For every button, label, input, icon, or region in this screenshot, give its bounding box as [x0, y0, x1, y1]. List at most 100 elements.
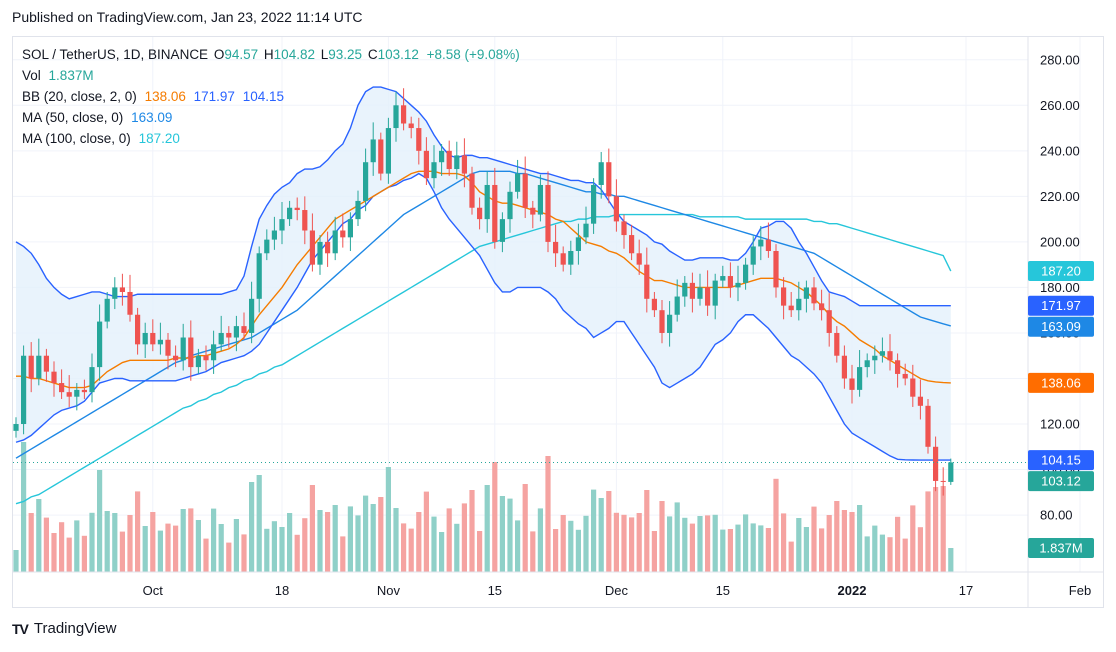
candle-body [249, 298, 255, 333]
bb-lower-value: 104.15 [242, 89, 284, 104]
volume-bar [203, 538, 209, 572]
candle-body [720, 276, 726, 281]
ma50-line [15, 170, 951, 459]
ma100-line [15, 213, 952, 505]
volume-bar [97, 470, 103, 572]
candle [347, 212, 353, 251]
candle-body [74, 389, 80, 397]
candle [598, 151, 604, 199]
volume-bar [743, 514, 749, 572]
candle [948, 458, 954, 485]
y-tick-label: 280.00 [1040, 52, 1080, 67]
legend-bb-row[interactable]: BB (20, close, 2, 0) 138.06 171.97 104.1… [22, 86, 520, 107]
volume-bar [682, 517, 688, 572]
volume-bar [51, 533, 57, 572]
candle [271, 216, 277, 250]
candle-body [743, 264, 749, 283]
symbol-label[interactable]: SOL / TetherUS, 1D, BINANCE [22, 47, 209, 62]
volume-bar [537, 508, 543, 572]
volume-bar [195, 520, 201, 572]
legend-ma50-row[interactable]: MA (50, close, 0) 163.09 [22, 107, 520, 128]
candle [393, 91, 399, 142]
candle [370, 122, 376, 176]
candle [720, 265, 726, 288]
candle [135, 307, 141, 355]
candle-body [834, 332, 840, 356]
candle-body [81, 389, 87, 393]
candle [36, 338, 42, 386]
candle-body [469, 173, 475, 208]
x-tick-label: 18 [275, 583, 289, 598]
candle [13, 417, 19, 438]
candle-body [13, 424, 19, 431]
volume-bar [606, 491, 612, 572]
volume-bar [910, 505, 916, 572]
candle-body [309, 230, 315, 265]
candle [469, 166, 475, 215]
candle-body [446, 150, 452, 170]
volume-bar [74, 520, 80, 572]
brand-name: TradingView [33, 620, 117, 637]
candle-body [910, 378, 916, 397]
candle-body [477, 207, 483, 220]
candle [659, 299, 665, 344]
low-label: L [320, 47, 329, 62]
volume-bar [735, 524, 741, 572]
volume-bar [461, 503, 467, 572]
volume-bar [917, 527, 923, 572]
volume-bar [841, 510, 847, 572]
candle-body [515, 173, 521, 192]
candle-body [917, 396, 923, 406]
bb-label: BB (20, close, 2, 0) [22, 89, 137, 104]
candle [97, 304, 103, 381]
volume-bar [522, 484, 528, 572]
legend-vol-row[interactable]: Vol 1.837M [22, 65, 520, 86]
candle [902, 363, 908, 386]
bb-basis-value: 138.06 [144, 89, 186, 104]
volume-bar [393, 508, 399, 572]
volume-bar [545, 456, 551, 572]
y-tick-label: 260.00 [1040, 98, 1080, 113]
candle-body [560, 253, 566, 265]
candle [743, 257, 749, 290]
candle-body [454, 155, 460, 170]
candle-body [705, 287, 711, 306]
candle [378, 132, 384, 181]
candle-body [925, 405, 931, 447]
candle [667, 301, 673, 347]
candle-body [735, 282, 741, 288]
candle [545, 171, 551, 253]
candle-body [416, 128, 422, 151]
legend-symbol-row[interactable]: SOL / TetherUS, 1D, BINANCE O94.57 H104.… [22, 44, 520, 65]
close-value: 103.12 [377, 47, 419, 62]
candle-body [682, 282, 688, 297]
candles [13, 88, 954, 496]
volume-bar [309, 485, 315, 572]
volume-bar [347, 506, 353, 572]
candle [834, 326, 840, 363]
candle [454, 141, 460, 180]
x-tick-label: Oct [143, 583, 164, 598]
y-tick-label: 120.00 [1040, 417, 1080, 432]
candle [758, 225, 764, 261]
volume-bar [940, 486, 946, 572]
candle [59, 369, 65, 399]
candle [933, 436, 939, 492]
legend-ma100-row[interactable]: MA (100, close, 0) 187.20 [22, 128, 520, 149]
candle [682, 276, 688, 307]
volume-bar [872, 525, 878, 572]
candle [910, 364, 916, 407]
candle-body [879, 351, 885, 356]
candle-body [302, 210, 308, 231]
volume-bar [849, 512, 855, 572]
candle-body [256, 253, 262, 299]
footer-brand[interactable]: TV TradingView [12, 620, 116, 637]
volume-bar [750, 523, 756, 572]
volume-bar [370, 504, 376, 572]
candle-body [803, 287, 809, 299]
candle-body [826, 310, 832, 333]
candle-body [294, 207, 300, 211]
chart-frame[interactable] [12, 36, 1104, 608]
open-label: O [213, 47, 225, 62]
